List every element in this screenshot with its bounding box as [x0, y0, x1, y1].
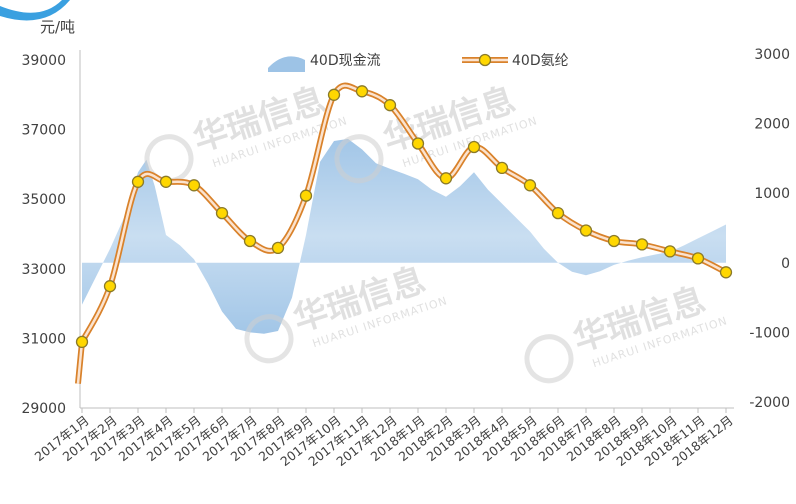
- series-point-40d-spandex: [327, 88, 341, 101]
- series-point-40d-spandex: [383, 99, 397, 112]
- series-point-40d-spandex: [495, 161, 509, 175]
- legend-label-40d-spandex: 40D氨纶: [512, 53, 569, 69]
- left-tick-label: 39000: [21, 53, 66, 69]
- watermark-ring-icon: [244, 314, 294, 364]
- watermark-ring-icon: [334, 134, 384, 184]
- series-point-40d-spandex: [607, 234, 621, 248]
- right-tick-label: -2000: [749, 395, 790, 411]
- legend-swatch-40d-cashflow: [268, 56, 305, 72]
- left-axis-unit-label: 元/吨: [40, 18, 75, 36]
- series-point-40d-spandex: [551, 206, 565, 220]
- right-tick-label: 1000: [754, 186, 790, 202]
- series-point-40d-spandex: [271, 241, 285, 255]
- left-tick-label: 37000: [21, 123, 66, 139]
- series-point-40d-spandex: [663, 245, 677, 258]
- right-tick-label: 0: [781, 256, 790, 272]
- series-point-40d-spandex: [355, 85, 369, 98]
- series-area-40d-cashflow: [82, 138, 726, 334]
- series-point-40d-spandex: [187, 179, 201, 192]
- series-point-40d-spandex: [159, 175, 173, 188]
- series-point-40d-spandex: [635, 238, 649, 251]
- series-point-40d-spandex: [103, 280, 117, 293]
- series-point-40d-spandex: [523, 179, 537, 192]
- series-point-40d-spandex: [439, 172, 453, 185]
- right-tick-label: -1000: [749, 325, 790, 341]
- left-tick-label: 29000: [21, 401, 66, 417]
- legend-label-40d-cashflow: 40D现金流: [310, 53, 381, 69]
- left-tick-label: 35000: [21, 192, 66, 208]
- series-point-40d-spandex: [467, 140, 481, 154]
- series-point-40d-spandex: [579, 224, 593, 237]
- series-point-40d-spandex: [243, 234, 257, 248]
- series-point-40d-spandex: [719, 266, 733, 279]
- series-point-40d-spandex: [411, 137, 425, 150]
- left-tick-label: 33000: [21, 262, 66, 278]
- right-tick-label: 2000: [754, 117, 790, 133]
- series-point-40d-spandex: [299, 189, 313, 202]
- watermark-ring-icon: [524, 334, 574, 384]
- series-point-40d-spandex: [215, 206, 229, 220]
- series-point-40d-spandex: [691, 252, 705, 265]
- legend-marker-40d-spandex: [478, 53, 492, 67]
- series-point-40d-spandex: [131, 175, 145, 188]
- logo-swoosh: [0, 0, 70, 21]
- left-tick-label: 31000: [21, 331, 66, 347]
- right-tick-label: 3000: [754, 47, 790, 63]
- series-point-40d-spandex: [75, 335, 89, 349]
